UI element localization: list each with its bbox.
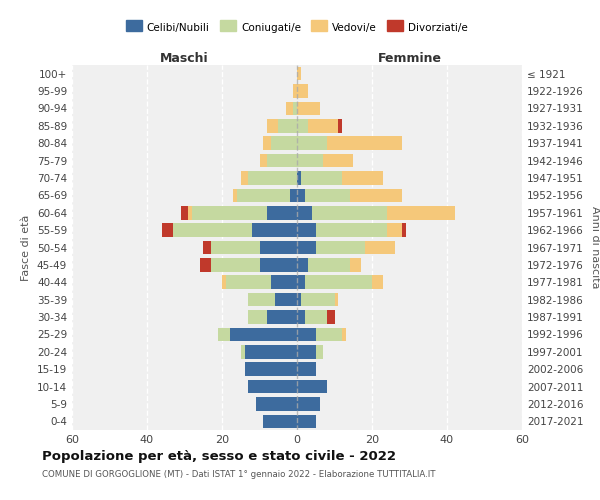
Bar bbox=[260, 154, 267, 168]
Bar bbox=[372, 276, 383, 289]
Bar bbox=[211, 258, 260, 272]
Bar bbox=[293, 102, 297, 115]
Bar bbox=[226, 276, 271, 289]
Bar bbox=[297, 67, 301, 80]
Bar bbox=[162, 224, 173, 237]
Bar bbox=[305, 310, 327, 324]
Bar bbox=[252, 224, 297, 237]
Bar bbox=[293, 84, 297, 98]
Bar bbox=[260, 240, 297, 254]
Bar bbox=[387, 224, 402, 237]
Bar bbox=[173, 224, 252, 237]
Bar bbox=[199, 258, 211, 272]
Bar bbox=[278, 119, 297, 132]
Bar bbox=[275, 293, 297, 306]
Bar bbox=[297, 293, 301, 306]
Bar bbox=[267, 206, 297, 220]
Bar bbox=[297, 119, 308, 132]
Bar bbox=[308, 119, 338, 132]
Bar bbox=[297, 136, 327, 150]
Bar bbox=[297, 154, 323, 168]
Bar bbox=[316, 328, 342, 341]
Bar bbox=[256, 397, 297, 410]
Bar bbox=[203, 240, 211, 254]
Bar bbox=[327, 136, 402, 150]
Bar bbox=[267, 154, 297, 168]
Bar bbox=[248, 380, 297, 394]
Text: Maschi: Maschi bbox=[160, 52, 209, 65]
Bar bbox=[218, 328, 229, 341]
Bar bbox=[342, 328, 346, 341]
Bar bbox=[260, 258, 297, 272]
Bar bbox=[297, 362, 316, 376]
Bar bbox=[297, 414, 316, 428]
Bar bbox=[271, 136, 297, 150]
Bar bbox=[342, 171, 383, 185]
Bar bbox=[297, 276, 305, 289]
Bar bbox=[297, 224, 316, 237]
Bar bbox=[188, 206, 192, 220]
Bar bbox=[349, 258, 361, 272]
Text: Femmine: Femmine bbox=[377, 52, 442, 65]
Bar bbox=[305, 188, 349, 202]
Bar bbox=[248, 293, 275, 306]
Bar bbox=[271, 276, 297, 289]
Bar bbox=[267, 310, 297, 324]
Bar bbox=[297, 102, 320, 115]
Bar bbox=[267, 119, 278, 132]
Bar bbox=[290, 188, 297, 202]
Bar bbox=[263, 414, 297, 428]
Y-axis label: Anni di nascita: Anni di nascita bbox=[590, 206, 600, 289]
Bar bbox=[308, 258, 349, 272]
Bar bbox=[297, 328, 316, 341]
Bar bbox=[297, 206, 312, 220]
Bar bbox=[387, 206, 455, 220]
Bar bbox=[365, 240, 395, 254]
Bar bbox=[241, 345, 245, 358]
Bar bbox=[248, 171, 297, 185]
Bar bbox=[335, 293, 338, 306]
Bar bbox=[237, 188, 290, 202]
Bar bbox=[312, 206, 387, 220]
Bar bbox=[233, 188, 237, 202]
Bar bbox=[297, 188, 305, 202]
Bar bbox=[241, 171, 248, 185]
Bar bbox=[181, 206, 188, 220]
Bar bbox=[211, 240, 260, 254]
Bar bbox=[297, 240, 316, 254]
Bar bbox=[301, 293, 335, 306]
Bar bbox=[192, 206, 267, 220]
Bar bbox=[297, 380, 327, 394]
Bar bbox=[316, 240, 365, 254]
Bar bbox=[338, 119, 342, 132]
Bar bbox=[301, 171, 342, 185]
Bar bbox=[229, 328, 297, 341]
Bar bbox=[297, 397, 320, 410]
Bar bbox=[297, 310, 305, 324]
Bar bbox=[245, 345, 297, 358]
Bar bbox=[263, 136, 271, 150]
Bar bbox=[316, 345, 323, 358]
Bar bbox=[316, 224, 387, 237]
Bar bbox=[349, 188, 402, 202]
Legend: Celibi/Nubili, Coniugati/e, Vedovi/e, Divorziati/e: Celibi/Nubili, Coniugati/e, Vedovi/e, Di… bbox=[122, 19, 472, 38]
Text: COMUNE DI GORGOGLIONE (MT) - Dati ISTAT 1° gennaio 2022 - Elaborazione TUTTITALI: COMUNE DI GORGOGLIONE (MT) - Dati ISTAT … bbox=[42, 470, 436, 479]
Bar bbox=[245, 362, 297, 376]
Bar bbox=[323, 154, 353, 168]
Text: Popolazione per età, sesso e stato civile - 2022: Popolazione per età, sesso e stato civil… bbox=[42, 450, 396, 463]
Bar bbox=[402, 224, 406, 237]
Bar bbox=[297, 258, 308, 272]
Y-axis label: Fasce di età: Fasce di età bbox=[22, 214, 31, 280]
Bar bbox=[297, 84, 308, 98]
Bar bbox=[297, 171, 301, 185]
Bar bbox=[286, 102, 293, 115]
Bar bbox=[297, 345, 316, 358]
Bar bbox=[327, 310, 335, 324]
Bar bbox=[305, 276, 372, 289]
Bar bbox=[248, 310, 267, 324]
Bar bbox=[222, 276, 226, 289]
